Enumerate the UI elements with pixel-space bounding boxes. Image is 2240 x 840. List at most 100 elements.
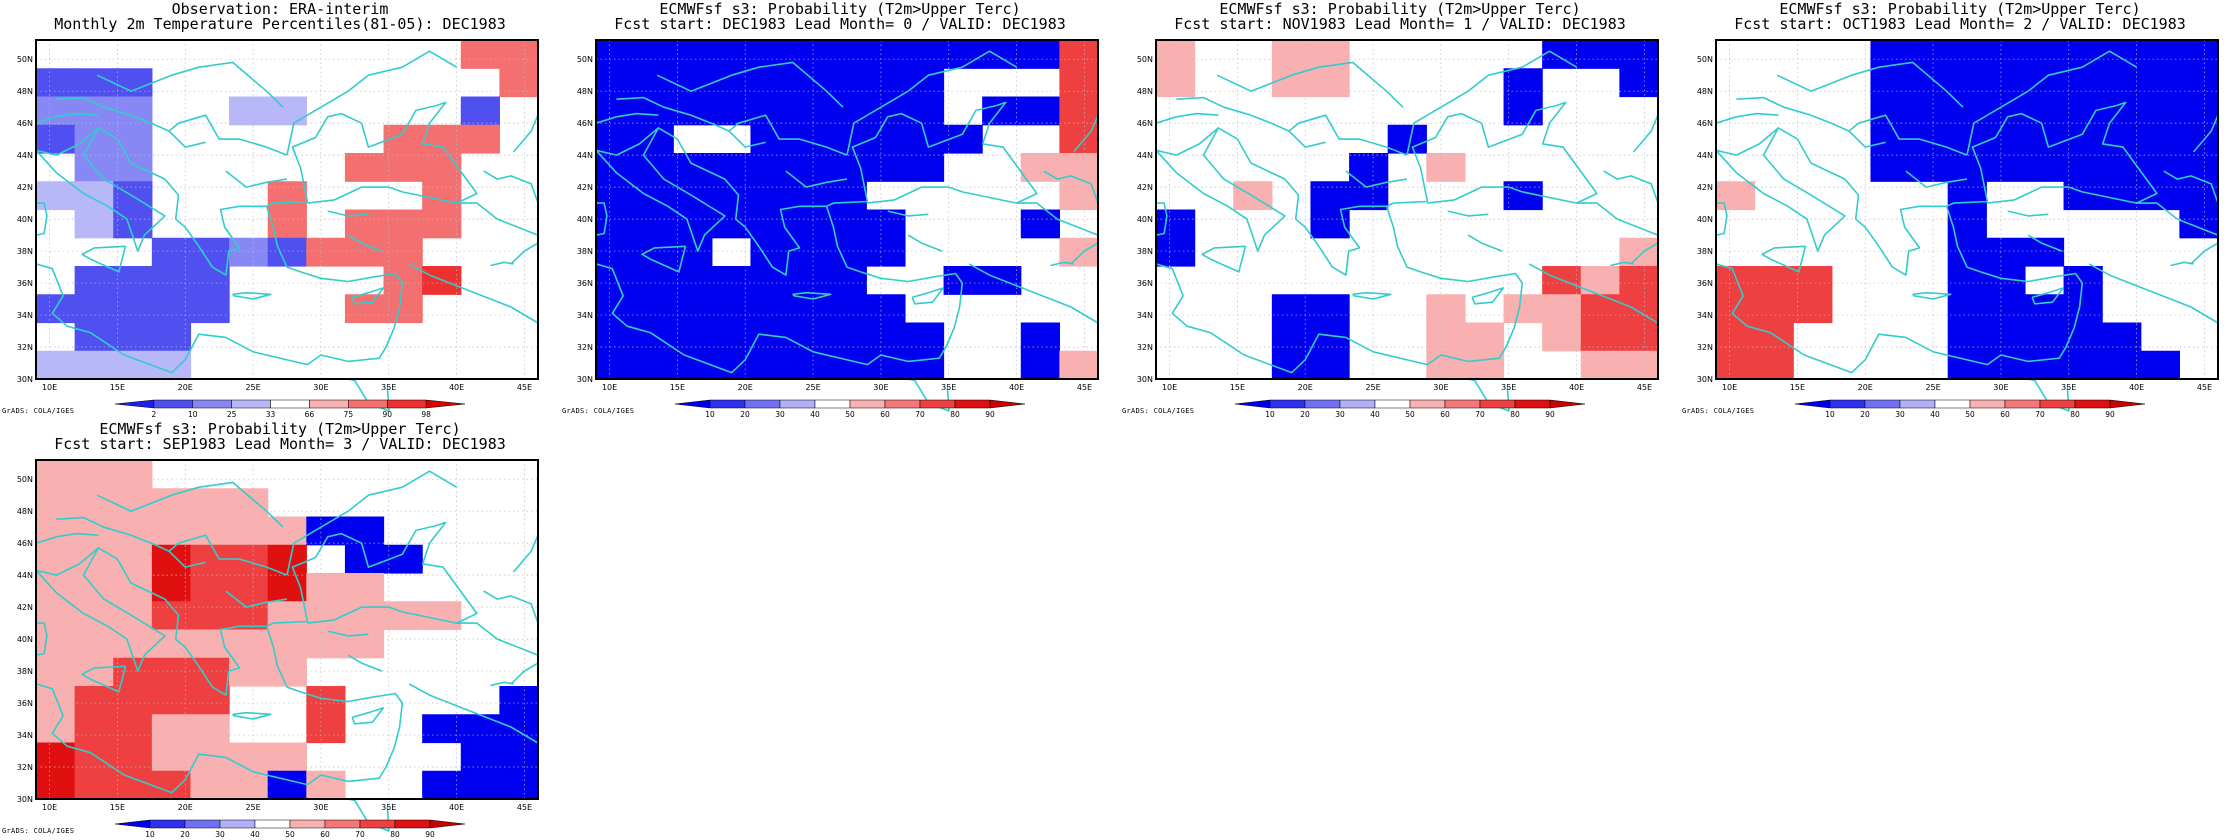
grid-cell	[943, 266, 983, 295]
coastline	[1201, 245, 1247, 273]
grid-cell	[151, 266, 192, 295]
grid-cell	[866, 294, 906, 324]
grid-cell	[1271, 68, 1312, 98]
grid-cell	[711, 96, 752, 126]
colorbar-swatch	[1864, 399, 1901, 409]
map-frame	[35, 39, 539, 380]
colorbar-swatch	[2004, 399, 2041, 409]
grid-cell	[1870, 68, 1910, 98]
lat-tick-label: 38N	[17, 247, 33, 256]
lat-tick-label: 40N	[1137, 215, 1153, 224]
lat-tick-label: 38N	[17, 667, 33, 676]
coastline	[1569, 282, 1659, 324]
colorbar-label: 50	[1965, 410, 1975, 419]
lon-tick-label: 35E	[381, 383, 396, 392]
coastline	[1406, 50, 1578, 156]
lon-tick-label: 45E	[1077, 383, 1092, 392]
coastline	[327, 210, 369, 217]
grid-cell	[344, 544, 385, 574]
coastline	[1447, 210, 1489, 217]
colorbar-swatch	[2074, 399, 2111, 409]
grid-cell	[267, 181, 307, 211]
coastline	[1471, 287, 1505, 305]
colorbar-swatch	[309, 399, 349, 409]
coastline	[1216, 61, 1404, 108]
coastline	[1630, 242, 1659, 265]
coastline	[35, 206, 404, 374]
grid-cell	[306, 237, 346, 267]
grid-cell	[1020, 322, 1060, 352]
colorbar-swatch	[884, 399, 921, 409]
lat-tick-label: 44N	[1137, 151, 1153, 160]
lat-tick-label: 42N	[1137, 183, 1153, 192]
lat-tick-label: 32N	[577, 343, 593, 352]
coastline	[96, 481, 284, 528]
grid-cell	[1619, 68, 1659, 98]
lon-tick-label: 10E	[1722, 383, 1737, 392]
grid-cell	[1947, 237, 1987, 267]
coastline	[449, 282, 539, 324]
coastline	[1155, 127, 1286, 252]
map-lead0: 10E 15E 20E 25E 30E 35E 40E 45E 30N 32N 34N 36N 38N 4…	[577, 39, 1099, 419]
grid-cell	[1580, 350, 1620, 380]
grid-cell	[711, 350, 752, 380]
grid-cell	[634, 294, 674, 324]
grid-cell	[2024, 153, 2065, 182]
grid-cell	[711, 209, 752, 239]
grid-cell	[460, 124, 500, 154]
colorbar-label: 60	[1440, 410, 1450, 419]
colorbar-label: 60	[880, 410, 890, 419]
grid-cell	[2140, 68, 2180, 98]
lat-tick-label: 42N	[17, 603, 33, 612]
grid-cell	[1947, 181, 1987, 211]
colorbar-swatch	[954, 399, 991, 409]
map-frame	[1715, 39, 2219, 380]
colorbar-swatch	[149, 819, 186, 829]
lon-tick-label: 10E	[602, 383, 617, 392]
panel-lead1: ECMWFsf s3: Probability (T2m>Upper Terc)…	[1120, 0, 1680, 420]
grid-cell	[113, 350, 153, 380]
coastline	[2192, 114, 2219, 153]
grid-cell	[789, 266, 829, 295]
coastline	[490, 681, 514, 687]
coastline	[347, 654, 383, 672]
lon-tick-label: 10E	[42, 803, 57, 812]
lat-tick-label: 48N	[577, 87, 593, 96]
colorbar-swatch	[1409, 399, 1446, 409]
lat-tick-label: 34N	[1137, 311, 1153, 320]
grid-cell	[113, 544, 153, 574]
lon-tick-label: 20E	[178, 383, 193, 392]
grid-cell	[866, 237, 906, 267]
colorbar-label: 70	[1475, 410, 1485, 419]
panel-lead0: ECMWFsf s3: Probability (T2m>Upper Terc)…	[560, 0, 1120, 420]
grid-cell	[190, 573, 230, 602]
grid-cell	[306, 770, 346, 800]
coastline	[81, 245, 127, 273]
grid-cell	[1059, 68, 1099, 98]
lat-tick-label: 50N	[1137, 55, 1153, 64]
coastline	[1810, 114, 1886, 148]
grid-cell	[2063, 68, 2103, 98]
lat-tick-label: 50N	[17, 55, 33, 64]
grid-cell	[190, 770, 230, 800]
grid-cell	[74, 516, 114, 546]
colorbar-swatch	[1339, 399, 1376, 409]
grid-cell	[1059, 96, 1099, 126]
lon-tick-label: 45E	[517, 383, 532, 392]
grid-cell	[904, 350, 945, 380]
grid-cell	[634, 322, 674, 352]
colorbar: 10 20 30 40 50 60 70 80 90	[114, 819, 466, 839]
grid-cell	[460, 40, 500, 69]
lat-tick-label: 42N	[577, 183, 593, 192]
grid-cell	[1909, 68, 1949, 98]
anomaly-cells	[36, 460, 539, 800]
lon-tick-label: 20E	[1298, 383, 1313, 392]
grid-cell	[2179, 181, 2219, 211]
grid-cell	[2063, 322, 2103, 352]
coastline	[1072, 114, 1099, 153]
grid-cell	[74, 544, 114, 574]
lat-tick-label: 36N	[1697, 279, 1713, 288]
grid-cell	[190, 686, 230, 715]
grid-cell	[2140, 124, 2180, 154]
grid-cell	[982, 96, 1022, 126]
